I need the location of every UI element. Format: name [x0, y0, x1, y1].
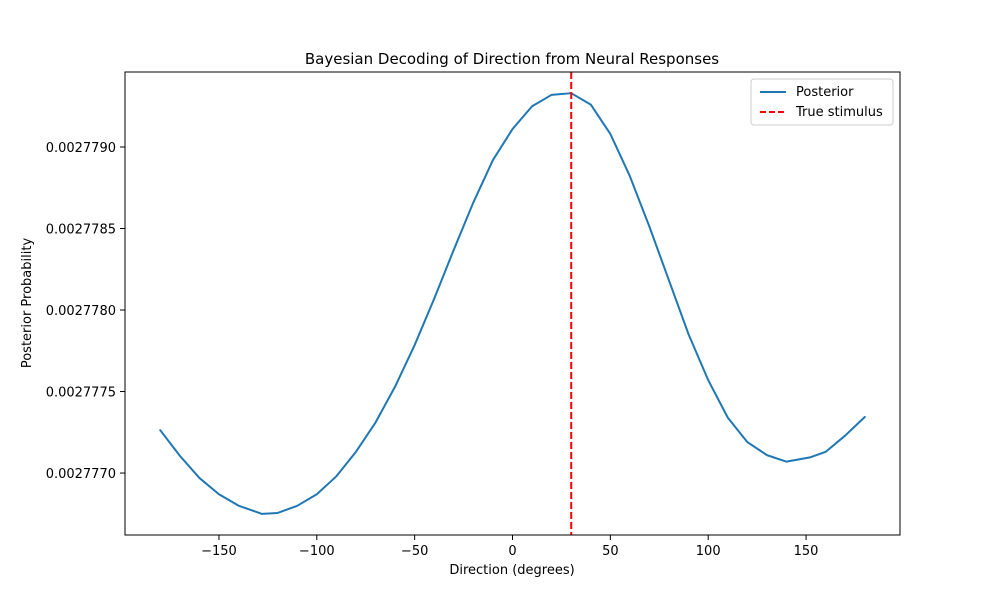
x-tick-label: 0: [508, 544, 516, 559]
legend-true-stimulus-label: True stimulus: [795, 105, 883, 120]
x-tick-label: 150: [794, 544, 819, 559]
chart-title: Bayesian Decoding of Direction from Neur…: [305, 50, 719, 68]
y-tick-label: 0.0027785: [46, 223, 116, 238]
y-axis-label: Posterior Probability: [20, 238, 35, 369]
x-tick-label: −100: [299, 544, 335, 559]
x-tick-label: −50: [401, 544, 428, 559]
posterior-line: [159, 92, 866, 515]
legend-box: [750, 78, 894, 126]
x-tick-label: −150: [201, 544, 237, 559]
y-tick-label: 0.0027790: [46, 141, 116, 156]
legend: Posterior True stimulus: [750, 78, 894, 126]
y-tick-label: 0.0027775: [46, 386, 116, 401]
x-tick-label: 100: [696, 544, 721, 559]
y-tick-label: 0.0027780: [46, 304, 116, 319]
y-tick-label: 0.0027770: [46, 467, 116, 482]
x-tick-label: 50: [602, 544, 619, 559]
legend-posterior-label: Posterior: [796, 85, 854, 100]
x-axis-label: Direction (degrees): [449, 563, 574, 578]
